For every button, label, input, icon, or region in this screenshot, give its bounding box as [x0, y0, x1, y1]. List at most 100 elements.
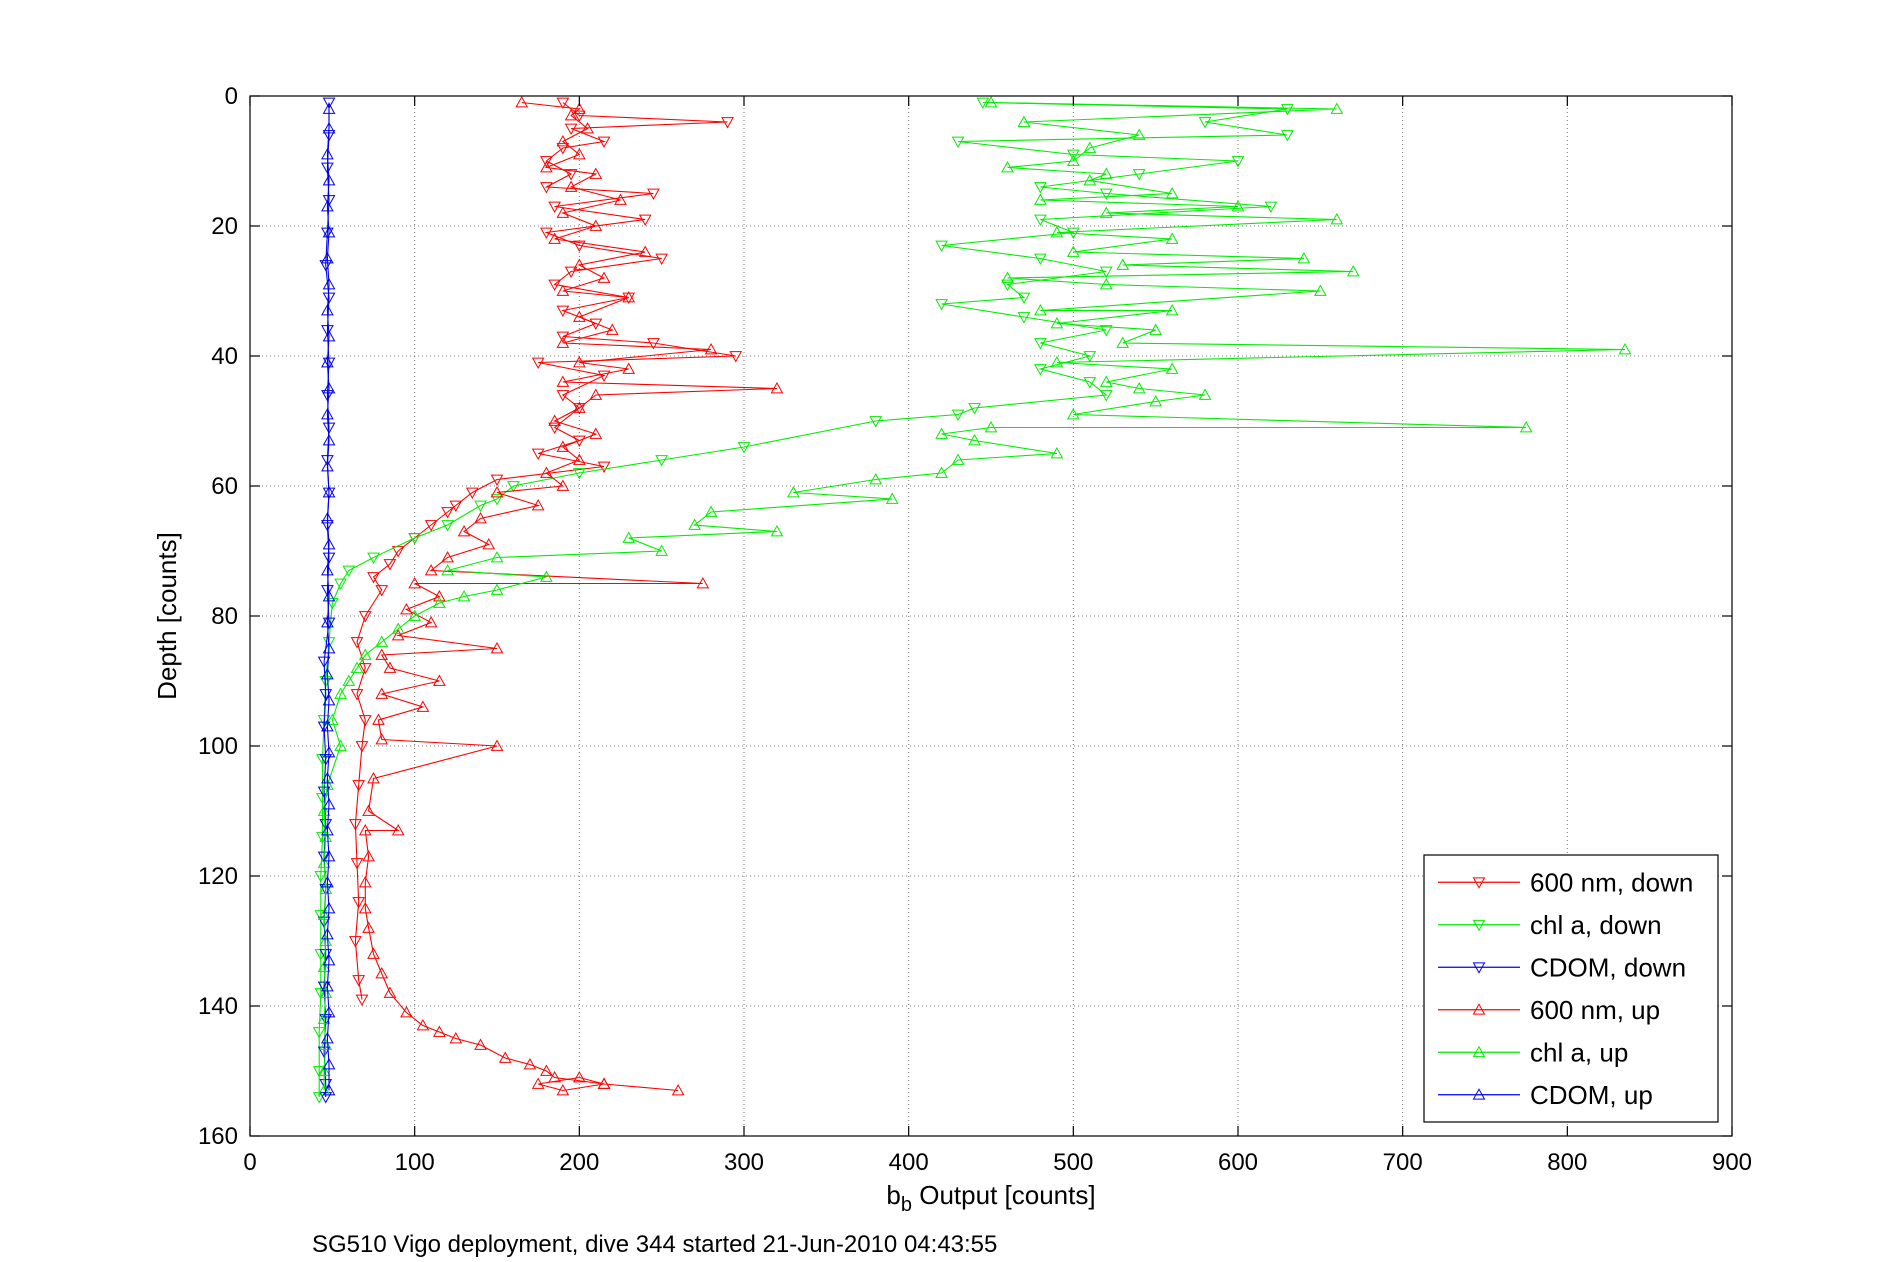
- data-point: [1001, 279, 1014, 292]
- data-point: [1099, 325, 1113, 337]
- data-point: [322, 97, 336, 110]
- data-point: [1231, 199, 1245, 212]
- series-600-nm-down: [349, 97, 743, 1007]
- data-point: [317, 721, 331, 734]
- legend-item: 600 nm, up: [1438, 995, 1660, 1025]
- data-point: [312, 1027, 326, 1039]
- data-point: [358, 663, 372, 675]
- data-point: [322, 1005, 336, 1018]
- data-point: [322, 641, 336, 654]
- data-point: [367, 947, 380, 959]
- data-point: [597, 271, 611, 283]
- legend-box: [1423, 854, 1719, 1123]
- data-point: [885, 492, 899, 504]
- data-point: [531, 1077, 545, 1089]
- data-point: [322, 381, 336, 394]
- data-point: [490, 550, 504, 563]
- data-point: [352, 780, 366, 792]
- data-point: [556, 440, 570, 452]
- data-point: [490, 641, 504, 654]
- data-point: [321, 355, 334, 368]
- data-point: [319, 986, 333, 998]
- data-point: [375, 648, 389, 660]
- data-point: [321, 325, 334, 337]
- data-point: [1346, 264, 1360, 277]
- x-tick-label: 500: [1053, 1149, 1093, 1176]
- data-point: [1165, 362, 1179, 374]
- data-point: [490, 494, 504, 506]
- data-point: [317, 1064, 331, 1076]
- data-point: [655, 544, 669, 556]
- data-point: [322, 121, 336, 134]
- data-point: [1132, 169, 1146, 181]
- data-point: [334, 578, 347, 591]
- data-point: [597, 370, 611, 383]
- data-point: [350, 661, 364, 673]
- data-point: [1083, 377, 1097, 389]
- data-point: [523, 1057, 537, 1070]
- data-point: [556, 1083, 570, 1096]
- data-point: [548, 414, 561, 426]
- data-point: [408, 533, 422, 545]
- data-point: [1099, 375, 1113, 387]
- data-point: [1017, 312, 1031, 324]
- data-point: [597, 1077, 611, 1089]
- data-point: [531, 448, 545, 461]
- data-point: [441, 563, 454, 576]
- data-point: [416, 1018, 430, 1031]
- data-point: [638, 245, 652, 257]
- data-point: [1313, 284, 1327, 296]
- data-point: [490, 474, 504, 487]
- y-tick-label: 20: [211, 213, 238, 240]
- data-point: [1050, 446, 1064, 459]
- data-point: [622, 531, 636, 543]
- x-axis-label: bb Output [counts]: [886, 1180, 1095, 1216]
- data-point: [424, 520, 438, 532]
- data-point: [334, 739, 347, 751]
- legend-marker: [1472, 1088, 1486, 1100]
- data-point: [572, 102, 586, 114]
- x-tick-label: 300: [724, 1149, 764, 1176]
- data-point: [319, 1038, 333, 1050]
- data-point: [321, 927, 334, 940]
- data-point: [1034, 193, 1047, 205]
- y-tick-label: 140: [198, 993, 238, 1020]
- data-point: [322, 485, 336, 498]
- data-point: [350, 637, 364, 649]
- data-point: [548, 422, 561, 435]
- data-point: [589, 427, 603, 439]
- data-point: [321, 227, 334, 240]
- data-point: [474, 511, 487, 524]
- data-point: [449, 1031, 463, 1044]
- legend-label: 600 nm, down: [1530, 867, 1693, 897]
- data-point: [1066, 149, 1080, 162]
- data-point: [721, 117, 734, 129]
- data-point: [935, 299, 948, 311]
- data-point: [319, 819, 333, 831]
- data-point: [1099, 266, 1113, 279]
- data-point: [1099, 167, 1113, 179]
- data-point: [1264, 201, 1278, 214]
- data-point: [362, 921, 375, 933]
- data-point: [572, 240, 586, 253]
- data-point: [342, 674, 356, 686]
- data-point: [951, 453, 965, 465]
- data-point: [696, 576, 710, 589]
- data-point: [321, 823, 334, 836]
- data-point: [355, 994, 369, 1007]
- data-point: [1099, 188, 1113, 201]
- x-tick-label: 900: [1712, 1149, 1752, 1176]
- data-point: [531, 357, 545, 370]
- data-point: [433, 674, 446, 686]
- data-point: [322, 195, 336, 207]
- data-point: [350, 858, 364, 870]
- data-point: [319, 676, 333, 688]
- data-point: [507, 481, 520, 493]
- data-point: [321, 667, 334, 680]
- legend-item: CDOM, down: [1438, 952, 1686, 982]
- data-point: [322, 849, 336, 862]
- data-point: [322, 1083, 336, 1096]
- data-point: [1281, 104, 1294, 116]
- data-point: [498, 1051, 512, 1063]
